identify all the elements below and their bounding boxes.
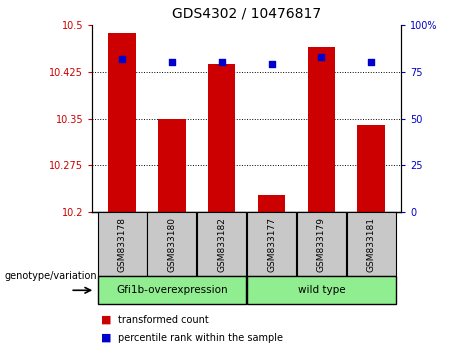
Bar [247,212,296,276]
Point [168,59,176,65]
Text: GSM833178: GSM833178 [118,217,127,273]
Point [118,56,126,61]
Point [268,61,275,67]
Bar [208,64,236,212]
Bar [98,212,147,276]
Text: GSM833177: GSM833177 [267,217,276,273]
Bar [98,276,246,304]
Text: wild type: wild type [297,285,345,295]
Bar [357,125,385,212]
Point [218,59,225,65]
Bar [158,119,186,212]
Text: genotype/variation: genotype/variation [5,271,97,281]
Point [367,59,375,65]
Point [318,54,325,59]
Bar [197,212,246,276]
Title: GDS4302 / 10476817: GDS4302 / 10476817 [172,7,321,21]
Bar [258,195,285,212]
Text: transformed count: transformed count [118,315,208,325]
Text: GSM833179: GSM833179 [317,217,326,273]
Text: ■: ■ [101,333,112,343]
Text: GSM833180: GSM833180 [167,217,177,273]
Text: Gfi1b-overexpression: Gfi1b-overexpression [116,285,228,295]
Bar [108,33,136,212]
Text: percentile rank within the sample: percentile rank within the sample [118,333,283,343]
Bar [148,212,196,276]
Text: GSM833181: GSM833181 [366,217,376,273]
Bar [247,276,396,304]
Text: ■: ■ [101,315,112,325]
Bar [307,47,335,212]
Text: GSM833182: GSM833182 [217,217,226,272]
Bar [347,212,396,276]
Bar [297,212,346,276]
